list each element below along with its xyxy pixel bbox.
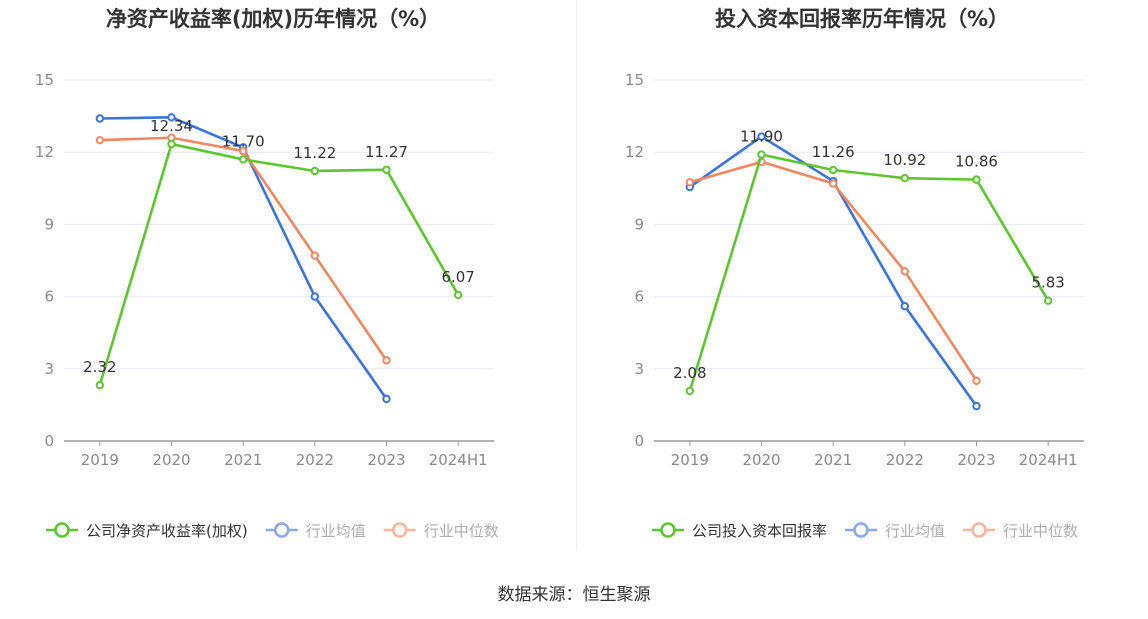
data-label: 11.26: [812, 143, 855, 161]
series-line: [688, 153, 1050, 392]
legend-item-company[interactable]: 公司净资产收益率(加权): [46, 522, 248, 540]
data-point[interactable]: [382, 165, 391, 174]
data-label: 11.90: [740, 128, 783, 146]
y-tick-label: 9: [44, 215, 54, 233]
data-point[interactable]: [382, 394, 391, 404]
data-label: 11.27: [365, 143, 408, 161]
data-point[interactable]: [900, 267, 910, 276]
y-tick-label: 12: [625, 143, 644, 161]
chart-title: 投入资本回报率历年情况（%）: [715, 7, 1009, 31]
data-point[interactable]: [828, 165, 838, 175]
legend-item-industry_avg[interactable]: 行业均值: [845, 522, 945, 540]
data-label: 11.22: [293, 144, 336, 162]
legend-item-industry_avg[interactable]: 行业均值: [265, 522, 366, 540]
data-source: 数据来源：恒生聚源: [497, 585, 651, 605]
legend-label: 行业均值: [885, 522, 945, 540]
data-point[interactable]: [972, 376, 981, 386]
y-tick-label: 9: [634, 215, 644, 233]
legend-marker-icon: [660, 522, 676, 538]
legend-marker-icon: [54, 522, 70, 538]
legend-marker-icon: [273, 522, 290, 538]
data-label: 10.92: [883, 151, 926, 169]
data-point[interactable]: [757, 132, 766, 141]
y-tick-label: 6: [634, 288, 644, 306]
data-point[interactable]: [238, 146, 248, 156]
data-point[interactable]: [310, 251, 320, 260]
x-tick-label: 2024H1: [1019, 451, 1078, 469]
chart-1: 净资产收益率(加权)历年情况（%） 0 3 6 9 12 15 2019 2020 2021 202…: [35, 7, 499, 540]
data-point[interactable]: [310, 292, 320, 301]
legend-marker-icon: [391, 522, 408, 538]
series-industry_median: [95, 133, 391, 365]
x-tick-label: 2024H1: [429, 451, 488, 469]
series-industry_avg: [685, 132, 981, 411]
y-tick-label: 15: [35, 71, 54, 89]
data-point[interactable]: [382, 356, 391, 365]
legend-label: 行业均值: [306, 522, 366, 540]
y-tick-label: 3: [44, 360, 54, 378]
chart-divider: [576, 0, 577, 550]
y-tick-label: 15: [625, 71, 644, 89]
data-label: 11.70: [222, 132, 265, 150]
data-point[interactable]: [900, 302, 910, 311]
data-label: 5.83: [1031, 274, 1064, 292]
data-point[interactable]: [972, 175, 981, 184]
data-point[interactable]: [900, 173, 910, 183]
y-tick-label: 12: [35, 143, 54, 161]
data-point[interactable]: [167, 113, 176, 122]
data-point[interactable]: [95, 135, 105, 145]
legend-marker-icon: [853, 522, 869, 538]
legend-item-industry_median[interactable]: 行业中位数: [963, 522, 1078, 540]
data-point[interactable]: [972, 401, 981, 411]
data-point[interactable]: [1043, 296, 1053, 305]
data-point[interactable]: [685, 386, 695, 396]
data-point[interactable]: [310, 166, 320, 176]
x-tick-label: 2021: [814, 451, 852, 469]
legend-item-company[interactable]: 公司投入资本回报率: [652, 522, 827, 540]
data-point[interactable]: [95, 380, 105, 390]
data-label: 12.34: [150, 117, 193, 135]
chart-title: 净资产收益率(加权)历年情况（%）: [106, 7, 440, 31]
x-tick-label: 2022: [296, 451, 334, 469]
data-point[interactable]: [95, 114, 105, 123]
y-tick-label: 0: [44, 432, 54, 450]
x-tick-label: 2020: [152, 451, 190, 469]
data-point[interactable]: [453, 290, 463, 300]
series-industry_median: [685, 157, 981, 386]
series-line: [98, 142, 460, 386]
legend-label: 行业中位数: [424, 522, 499, 540]
data-label: 2.08: [673, 364, 706, 382]
y-tick-label: 0: [634, 432, 644, 450]
x-tick-label: 2019: [81, 451, 119, 469]
x-tick-label: 2021: [224, 451, 262, 469]
y-tick-label: 6: [44, 288, 54, 306]
series-company: [685, 150, 1053, 396]
x-tick-label: 2020: [742, 451, 780, 469]
data-point[interactable]: [828, 179, 838, 188]
x-tick-label: 2023: [957, 451, 995, 469]
data-label: 2.32: [83, 358, 116, 376]
data-point[interactable]: [685, 178, 695, 187]
legend-label: 公司净资产收益率(加权): [86, 522, 248, 540]
data-label: 10.86: [955, 153, 998, 171]
x-tick-label: 2022: [886, 451, 924, 469]
x-tick-label: 2019: [671, 451, 709, 469]
data-point[interactable]: [238, 155, 248, 164]
data-point[interactable]: [167, 139, 176, 149]
x-tick-label: 2023: [367, 451, 405, 469]
series-company: [95, 139, 463, 390]
legend-item-industry_median[interactable]: 行业中位数: [383, 522, 499, 540]
data-point[interactable]: [757, 150, 766, 159]
legend-label: 公司投入资本回报率: [692, 522, 827, 540]
legend-label: 行业中位数: [1003, 522, 1078, 540]
chart-2: 投入资本回报率历年情况（%） 0 3 6 9 12 15 2019 2020 2021 2022 20…: [625, 7, 1084, 540]
legend-marker-icon: [971, 522, 987, 538]
data-label: 6.07: [441, 268, 474, 286]
y-tick-label: 3: [634, 360, 644, 378]
